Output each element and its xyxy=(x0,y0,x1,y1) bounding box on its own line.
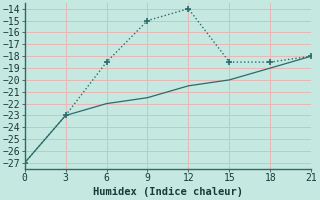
X-axis label: Humidex (Indice chaleur): Humidex (Indice chaleur) xyxy=(93,187,243,197)
